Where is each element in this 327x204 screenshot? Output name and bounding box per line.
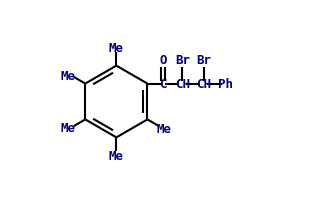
Text: Me: Me <box>109 149 124 162</box>
Text: Me: Me <box>156 122 171 135</box>
Text: Ph: Ph <box>218 78 233 91</box>
Text: Me: Me <box>109 42 124 55</box>
Text: O: O <box>159 54 166 67</box>
Text: Br: Br <box>197 54 212 67</box>
Text: C: C <box>159 78 166 91</box>
Text: Me: Me <box>60 70 75 83</box>
Text: Br: Br <box>175 54 190 67</box>
Text: CH: CH <box>196 78 211 91</box>
Text: CH: CH <box>175 78 190 91</box>
Text: Me: Me <box>60 121 75 134</box>
